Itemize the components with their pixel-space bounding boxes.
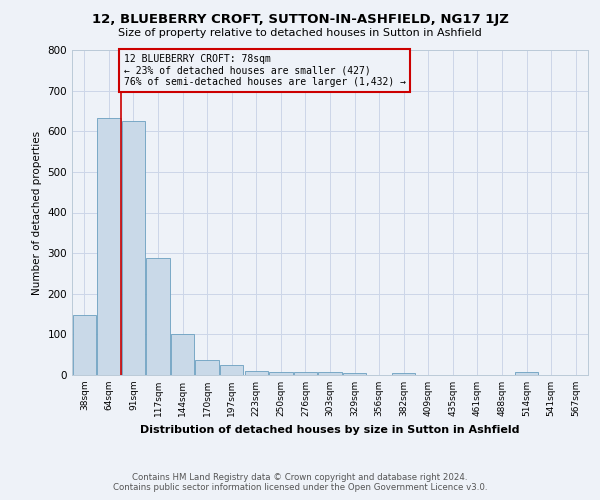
Bar xyxy=(171,334,194,375)
Bar xyxy=(220,365,244,375)
Bar xyxy=(97,118,121,375)
Bar xyxy=(343,373,366,375)
Bar xyxy=(294,372,317,375)
Text: 12, BLUEBERRY CROFT, SUTTON-IN-ASHFIELD, NG17 1JZ: 12, BLUEBERRY CROFT, SUTTON-IN-ASHFIELD,… xyxy=(92,12,508,26)
Bar xyxy=(245,371,268,375)
Bar xyxy=(269,372,293,375)
Bar xyxy=(392,373,415,375)
Bar xyxy=(196,360,219,375)
Y-axis label: Number of detached properties: Number of detached properties xyxy=(32,130,42,294)
Bar xyxy=(146,258,170,375)
Text: Contains HM Land Registry data © Crown copyright and database right 2024.
Contai: Contains HM Land Registry data © Crown c… xyxy=(113,473,487,492)
Bar xyxy=(319,372,341,375)
Bar xyxy=(515,372,538,375)
Text: Size of property relative to detached houses in Sutton in Ashfield: Size of property relative to detached ho… xyxy=(118,28,482,38)
X-axis label: Distribution of detached houses by size in Sutton in Ashfield: Distribution of detached houses by size … xyxy=(140,424,520,434)
Text: 12 BLUEBERRY CROFT: 78sqm
← 23% of detached houses are smaller (427)
76% of semi: 12 BLUEBERRY CROFT: 78sqm ← 23% of detac… xyxy=(124,54,406,88)
Bar xyxy=(73,315,96,375)
Bar xyxy=(122,120,145,375)
